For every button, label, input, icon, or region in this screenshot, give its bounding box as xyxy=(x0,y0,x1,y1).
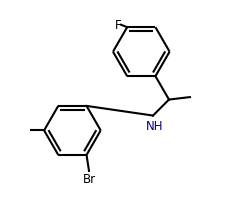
Text: NH: NH xyxy=(146,120,163,133)
Text: F: F xyxy=(114,19,121,32)
Text: Br: Br xyxy=(82,173,95,186)
